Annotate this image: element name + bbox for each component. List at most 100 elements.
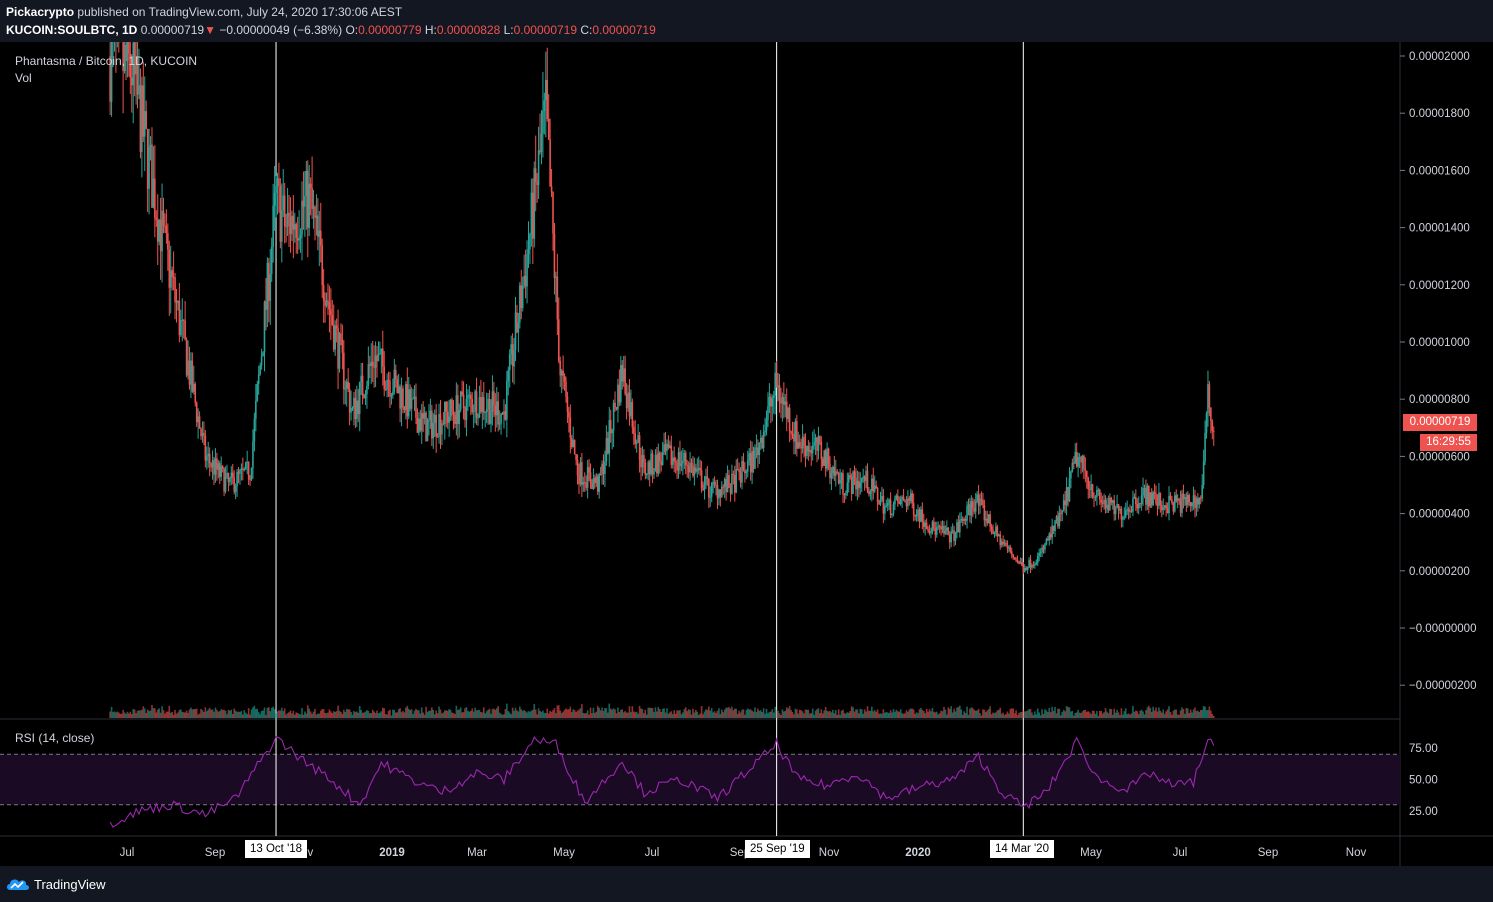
volume-bar <box>169 712 172 718</box>
candle-body <box>1152 492 1154 506</box>
volume-bar <box>1065 705 1068 718</box>
candle-body <box>588 467 590 473</box>
candle-body <box>220 466 223 477</box>
candle-body <box>420 413 423 431</box>
volume-bar <box>139 710 142 718</box>
candle-body <box>519 285 521 323</box>
volume-bar <box>478 709 481 718</box>
candle-body <box>1094 497 1097 499</box>
candle-body <box>578 475 580 485</box>
chart-canvas[interactable]: 0.000020000.000018000.000016000.00001400… <box>0 42 1493 866</box>
candle-body <box>1088 488 1091 490</box>
candle-body <box>513 350 515 367</box>
volume-bar <box>381 707 384 718</box>
tradingview-logo[interactable]: TradingView <box>6 875 106 893</box>
candle-body <box>1085 470 1088 478</box>
candle-body <box>713 482 716 485</box>
publisher-name[interactable]: Pickacrypto <box>6 5 75 19</box>
volume-bar <box>226 714 228 718</box>
volume-bar <box>1208 706 1211 718</box>
candle-body <box>511 344 514 367</box>
volume-bar <box>247 708 250 718</box>
candle-body <box>889 499 892 516</box>
candle-body <box>110 42 113 102</box>
volume-bar <box>783 711 785 718</box>
volume-bar <box>891 712 893 718</box>
volume-bar <box>454 714 456 718</box>
candle-body <box>894 498 896 505</box>
candle-body <box>416 417 419 433</box>
volume-bar <box>340 711 342 718</box>
volume-bar <box>436 713 439 718</box>
candle-body <box>752 450 755 469</box>
volume-bar <box>1078 712 1081 718</box>
volume-bar <box>1109 708 1111 718</box>
candle-body <box>475 391 478 418</box>
volume-bar <box>775 709 778 718</box>
volume-bar <box>275 713 277 718</box>
volume-bar <box>1035 714 1038 718</box>
volume-bar <box>602 710 605 718</box>
candle-body <box>866 470 869 492</box>
volume-bar <box>788 706 791 718</box>
candle-body <box>1084 469 1087 471</box>
volume-bar <box>689 709 691 718</box>
volume-bar <box>611 709 613 718</box>
candle-body <box>1096 490 1098 498</box>
volume-bar <box>677 710 680 718</box>
volume-bar <box>295 712 298 718</box>
candle-body <box>811 445 814 454</box>
candle-body <box>1182 493 1185 500</box>
candle-body <box>1047 538 1049 541</box>
candle-body <box>1109 497 1111 511</box>
candle-body <box>1149 492 1152 507</box>
volume-bar <box>696 711 699 718</box>
volume-bar <box>735 708 738 718</box>
volume-bar <box>262 710 264 718</box>
candle-body <box>999 534 1002 546</box>
volume-bar <box>1149 707 1152 718</box>
volume-bar <box>781 709 784 718</box>
volume-bar <box>925 708 928 718</box>
candle-body <box>918 509 921 522</box>
volume-bar <box>133 709 136 718</box>
candle-body <box>1212 430 1215 432</box>
volume-bar <box>418 710 420 718</box>
candle-body <box>283 195 286 227</box>
candle-body <box>468 394 471 396</box>
candle-body <box>957 522 960 533</box>
volume-bar <box>1075 712 1078 718</box>
candle-body <box>399 386 401 409</box>
candle-body <box>292 215 295 230</box>
candle-body <box>697 467 700 470</box>
volume-bar <box>933 711 935 718</box>
volume-bar <box>1122 714 1124 718</box>
volume-bar <box>920 707 922 718</box>
volume-bar <box>293 714 296 718</box>
candle-body <box>174 277 176 302</box>
candle-body <box>514 312 517 351</box>
candle-body <box>692 464 694 476</box>
volume-bar <box>1204 706 1206 718</box>
candle-body <box>1019 562 1022 564</box>
volume-bar <box>516 710 518 718</box>
candle-body <box>444 401 446 425</box>
candle-body <box>749 453 752 473</box>
volume-bar <box>1135 710 1137 718</box>
volume-bar <box>738 710 740 718</box>
volume-bar <box>1073 715 1075 718</box>
volume-bar <box>630 712 632 718</box>
candle-body <box>899 498 902 505</box>
volume-bar <box>194 709 197 718</box>
candle-body <box>990 526 993 530</box>
candle-body <box>540 133 543 152</box>
volume-bar <box>631 706 634 718</box>
volume-bar <box>1210 710 1212 718</box>
candle-body <box>931 521 934 533</box>
volume-bar <box>824 706 827 718</box>
candle-body <box>340 333 342 340</box>
candle-body <box>370 361 373 366</box>
volume-bar <box>1048 707 1051 718</box>
candle-body <box>321 245 323 286</box>
volume-bar <box>488 708 491 718</box>
